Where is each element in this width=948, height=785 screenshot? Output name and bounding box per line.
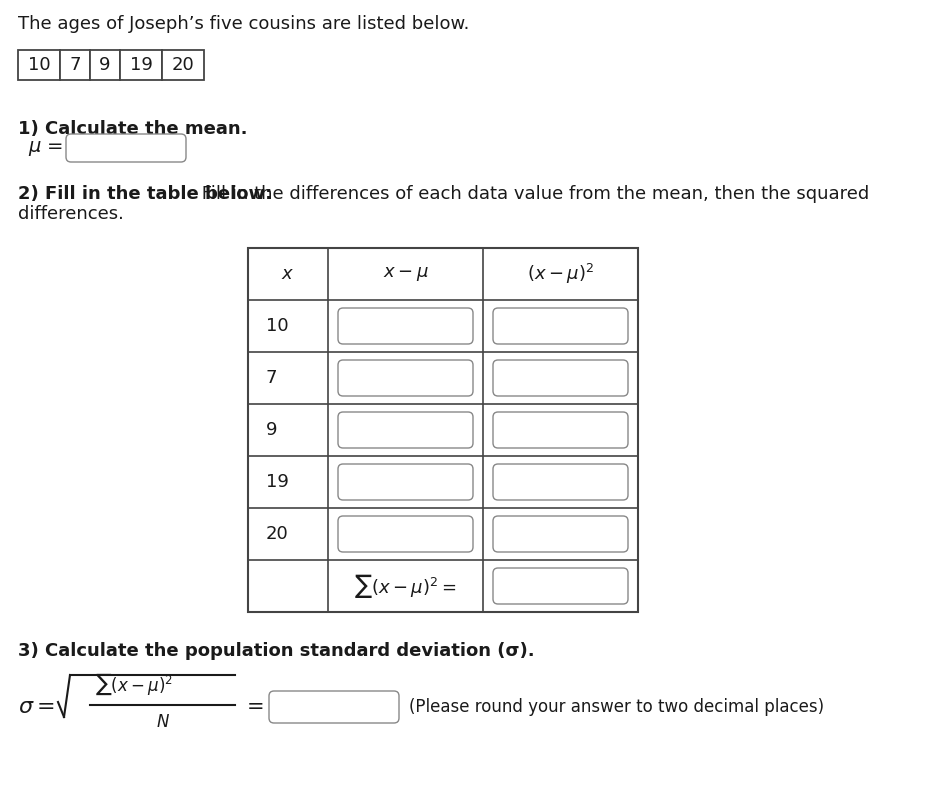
- Text: $\sum(x - \mu)^2$: $\sum(x - \mu)^2$: [95, 672, 173, 697]
- Text: $x$: $x$: [282, 265, 295, 283]
- FancyBboxPatch shape: [338, 308, 473, 344]
- Text: 10: 10: [27, 56, 50, 74]
- Text: 3) Calculate the population standard deviation (σ).: 3) Calculate the population standard dev…: [18, 642, 535, 660]
- Text: $\sigma =$: $\sigma =$: [18, 697, 55, 717]
- Text: 20: 20: [266, 525, 289, 543]
- Bar: [60, 50, 90, 80]
- Text: $(x - \mu)^2$: $(x - \mu)^2$: [527, 262, 594, 286]
- Bar: [248, 248, 638, 612]
- Text: $\sum(x - \mu)^2 =$: $\sum(x - \mu)^2 =$: [355, 572, 457, 600]
- Bar: [120, 50, 162, 80]
- Text: 9: 9: [266, 421, 278, 439]
- FancyBboxPatch shape: [338, 464, 473, 500]
- Text: 9: 9: [100, 56, 111, 74]
- Text: $\mu$ =: $\mu$ =: [28, 138, 64, 158]
- Text: $N$: $N$: [155, 713, 170, 731]
- Text: 7: 7: [69, 56, 81, 74]
- Text: 20: 20: [172, 56, 194, 74]
- Bar: [162, 50, 204, 80]
- Text: 19: 19: [130, 56, 153, 74]
- FancyBboxPatch shape: [493, 308, 628, 344]
- Text: $x - \mu$: $x - \mu$: [383, 265, 428, 283]
- Text: The ages of Joseph’s five cousins are listed below.: The ages of Joseph’s five cousins are li…: [18, 15, 469, 33]
- FancyBboxPatch shape: [493, 360, 628, 396]
- Text: (Please round your answer to two decimal places): (Please round your answer to two decimal…: [409, 698, 824, 716]
- Text: Fill in the differences of each data value from the mean, then the squared: Fill in the differences of each data val…: [196, 185, 869, 203]
- FancyBboxPatch shape: [493, 568, 628, 604]
- Bar: [18, 50, 60, 80]
- Bar: [90, 50, 120, 80]
- FancyBboxPatch shape: [338, 412, 473, 448]
- Text: 7: 7: [266, 369, 278, 387]
- Text: differences.: differences.: [18, 205, 124, 223]
- FancyBboxPatch shape: [338, 360, 473, 396]
- FancyBboxPatch shape: [493, 464, 628, 500]
- Text: 10: 10: [266, 317, 288, 335]
- FancyBboxPatch shape: [66, 134, 186, 162]
- FancyBboxPatch shape: [338, 516, 473, 552]
- FancyBboxPatch shape: [493, 516, 628, 552]
- Text: 2) Fill in the table below:: 2) Fill in the table below:: [18, 185, 272, 203]
- Text: 19: 19: [266, 473, 289, 491]
- Text: 1) Calculate the mean.: 1) Calculate the mean.: [18, 120, 247, 138]
- Text: =: =: [247, 697, 264, 717]
- FancyBboxPatch shape: [269, 691, 399, 723]
- FancyBboxPatch shape: [493, 412, 628, 448]
